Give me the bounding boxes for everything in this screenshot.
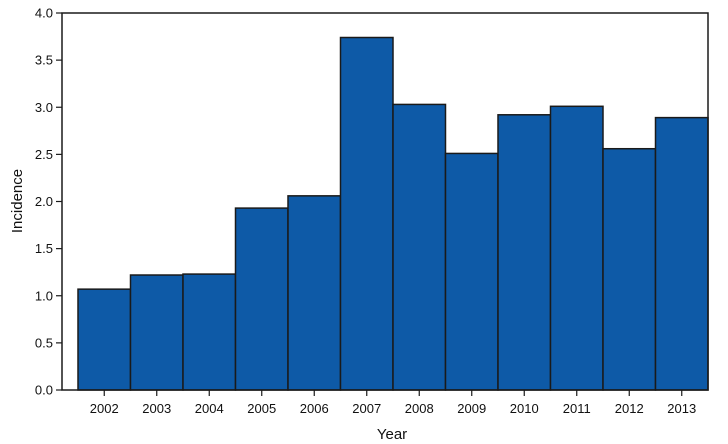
- bar-2011: [549, 105, 604, 391]
- bar-2007: [339, 36, 394, 391]
- y-tick-label: 3.0: [35, 100, 53, 115]
- y-tick-label: 1.0: [35, 288, 53, 303]
- y-tick-label: 2.0: [35, 194, 53, 209]
- bar-2002: [77, 288, 132, 391]
- bar-2013: [654, 116, 709, 391]
- y-axis: 0.0 0.5 1.0 1.5 2.0 2.5 3.0 3.5 4.0: [35, 6, 62, 398]
- x-axis-title: Year: [377, 426, 407, 443]
- x-tick-label-2005: 2005: [247, 401, 276, 416]
- x-tick-label-2010: 2010: [510, 401, 539, 416]
- y-tick-label: 0.5: [35, 335, 53, 350]
- x-tick-label-2004: 2004: [195, 401, 224, 416]
- x-tick-label-2003: 2003: [142, 401, 171, 416]
- x-tick-label-2008: 2008: [405, 401, 434, 416]
- y-tick-label: 2.5: [35, 147, 53, 162]
- x-tick-label-2012: 2012: [615, 401, 644, 416]
- x-tick-label-2002: 2002: [90, 401, 119, 416]
- y-tick-label: 1.5: [35, 241, 53, 256]
- bar-2003: [129, 274, 184, 391]
- x-axis: 2002 2003 2004 2005 2006 2007 2008 2009 2010 2011…: [90, 390, 696, 416]
- x-tick-label-2013: 2013: [667, 401, 696, 416]
- x-tick-label-2007: 2007: [352, 401, 381, 416]
- bar-2010: [497, 114, 552, 391]
- y-axis-title: Incidence: [9, 169, 26, 233]
- y-tick-label: 3.5: [35, 53, 53, 68]
- bar-2004: [182, 273, 237, 391]
- bar-2009: [444, 152, 499, 391]
- y-tick-label: 4.0: [35, 6, 53, 21]
- y-tick-label: 0.0: [35, 383, 53, 398]
- bar-2005: [234, 207, 289, 391]
- bar-2008: [392, 103, 447, 391]
- x-tick-label-2011: 2011: [563, 401, 591, 416]
- x-tick-label-2009: 2009: [457, 401, 486, 416]
- bar-2012: [602, 147, 657, 391]
- bar-2006: [287, 195, 342, 391]
- plot-area: [77, 36, 709, 391]
- x-tick-label-2006: 2006: [300, 401, 329, 416]
